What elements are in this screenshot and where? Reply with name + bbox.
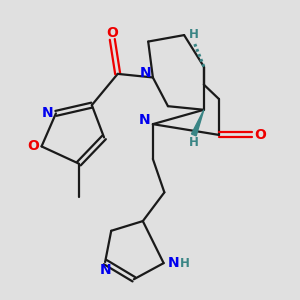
Text: N: N: [168, 256, 179, 270]
Text: N: N: [99, 263, 111, 277]
Text: H: H: [189, 28, 199, 41]
Text: O: O: [106, 26, 118, 40]
Text: O: O: [254, 128, 266, 142]
Text: N: N: [42, 106, 54, 120]
Text: H: H: [179, 256, 189, 270]
Text: H: H: [189, 136, 199, 148]
Text: N: N: [140, 66, 152, 80]
Polygon shape: [191, 110, 204, 136]
Text: N: N: [139, 113, 151, 127]
Text: O: O: [28, 140, 40, 153]
